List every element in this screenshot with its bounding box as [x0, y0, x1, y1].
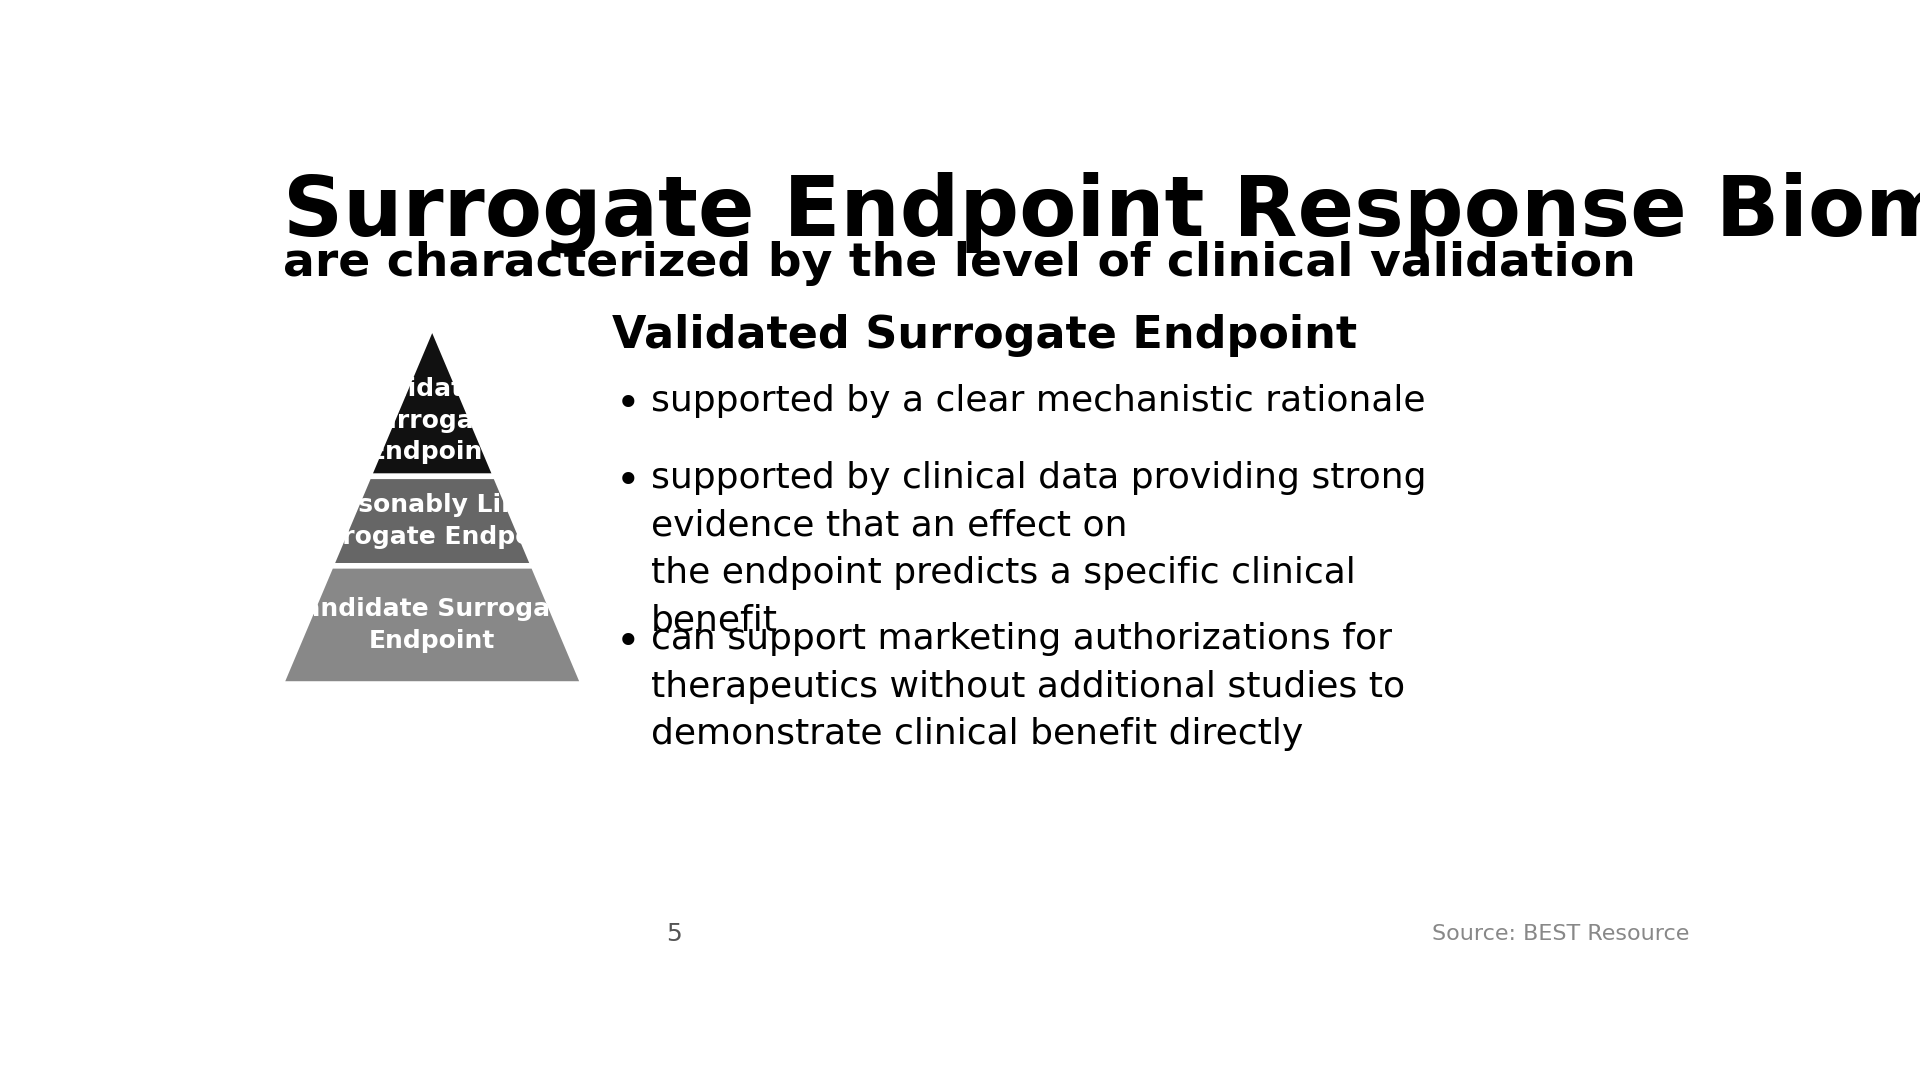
Text: Reasonably Likely
Surrogate Endpoint: Reasonably Likely Surrogate Endpoint	[294, 494, 570, 549]
Text: •: •	[616, 383, 641, 426]
Polygon shape	[280, 566, 584, 684]
Text: Validated Surrogate Endpoint: Validated Surrogate Endpoint	[612, 314, 1357, 357]
Text: 5: 5	[666, 922, 682, 946]
Polygon shape	[330, 476, 534, 566]
Text: Candidate Surrogate
Endpoint: Candidate Surrogate Endpoint	[286, 597, 580, 652]
Polygon shape	[369, 326, 495, 476]
Text: •: •	[616, 461, 641, 502]
Text: Surrogate Endpoint Response Biomarkers: Surrogate Endpoint Response Biomarkers	[282, 172, 1920, 254]
Text: Source: BEST Resource: Source: BEST Resource	[1432, 924, 1690, 944]
Text: Validated
Surrogate
Endpoint: Validated Surrogate Endpoint	[361, 377, 503, 464]
Text: can support marketing authorizations for
therapeutics without additional studies: can support marketing authorizations for…	[651, 622, 1405, 752]
Text: supported by clinical data providing strong
evidence that an effect on
the endpo: supported by clinical data providing str…	[651, 461, 1427, 637]
Text: •: •	[616, 622, 641, 664]
Text: are characterized by the level of clinical validation: are characterized by the level of clinic…	[282, 241, 1636, 286]
Text: supported by a clear mechanistic rationale: supported by a clear mechanistic rationa…	[651, 383, 1425, 418]
